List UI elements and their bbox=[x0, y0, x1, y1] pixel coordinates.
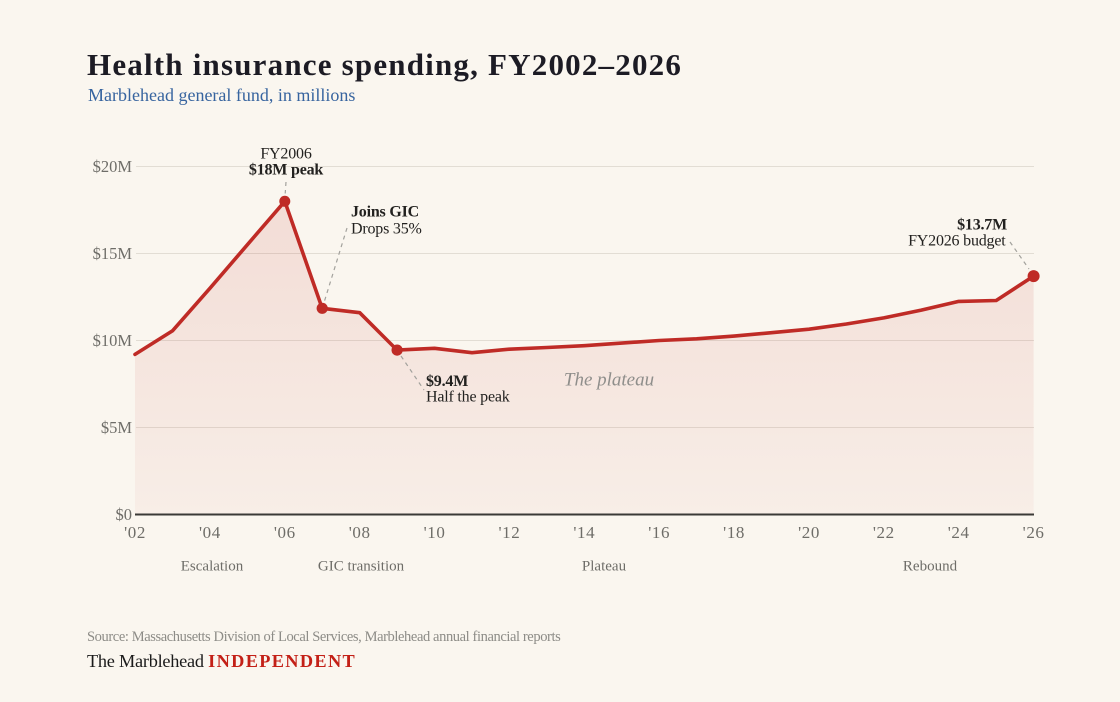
svg-text:Rebound: Rebound bbox=[903, 559, 958, 575]
svg-text:'10: '10 bbox=[424, 523, 446, 542]
svg-text:$20M: $20M bbox=[93, 157, 133, 176]
svg-text:$15M: $15M bbox=[93, 244, 133, 263]
svg-text:$0: $0 bbox=[116, 505, 133, 524]
svg-text:The plateau: The plateau bbox=[564, 370, 654, 391]
svg-text:$18M peak: $18M peak bbox=[249, 162, 324, 179]
svg-text:'20: '20 bbox=[798, 523, 820, 542]
svg-text:'22: '22 bbox=[873, 523, 895, 542]
svg-text:Half the peak: Half the peak bbox=[426, 389, 510, 406]
svg-text:'04: '04 bbox=[199, 523, 221, 542]
svg-text:$13.7M: $13.7M bbox=[957, 217, 1007, 234]
svg-text:$9.4M: $9.4M bbox=[426, 373, 468, 390]
svg-text:$5M: $5M bbox=[101, 418, 133, 437]
svg-text:'12: '12 bbox=[498, 523, 520, 542]
svg-text:FY2006: FY2006 bbox=[260, 146, 311, 163]
svg-text:'26: '26 bbox=[1023, 523, 1045, 542]
svg-text:Escalation: Escalation bbox=[181, 559, 244, 575]
svg-text:'24: '24 bbox=[948, 523, 970, 542]
svg-text:'08: '08 bbox=[349, 523, 371, 542]
svg-text:'16: '16 bbox=[648, 523, 670, 542]
svg-text:Joins GIC: Joins GIC bbox=[351, 204, 419, 221]
svg-text:Drops 35%: Drops 35% bbox=[351, 221, 422, 238]
svg-text:$10M: $10M bbox=[93, 331, 133, 350]
svg-text:'06: '06 bbox=[274, 523, 296, 542]
svg-text:'02: '02 bbox=[124, 523, 146, 542]
svg-text:GIC transition: GIC transition bbox=[318, 559, 405, 575]
svg-text:FY2026 budget: FY2026 budget bbox=[908, 233, 1006, 250]
svg-text:'18: '18 bbox=[723, 523, 745, 542]
svg-text:'14: '14 bbox=[573, 523, 595, 542]
svg-text:Plateau: Plateau bbox=[582, 559, 627, 575]
